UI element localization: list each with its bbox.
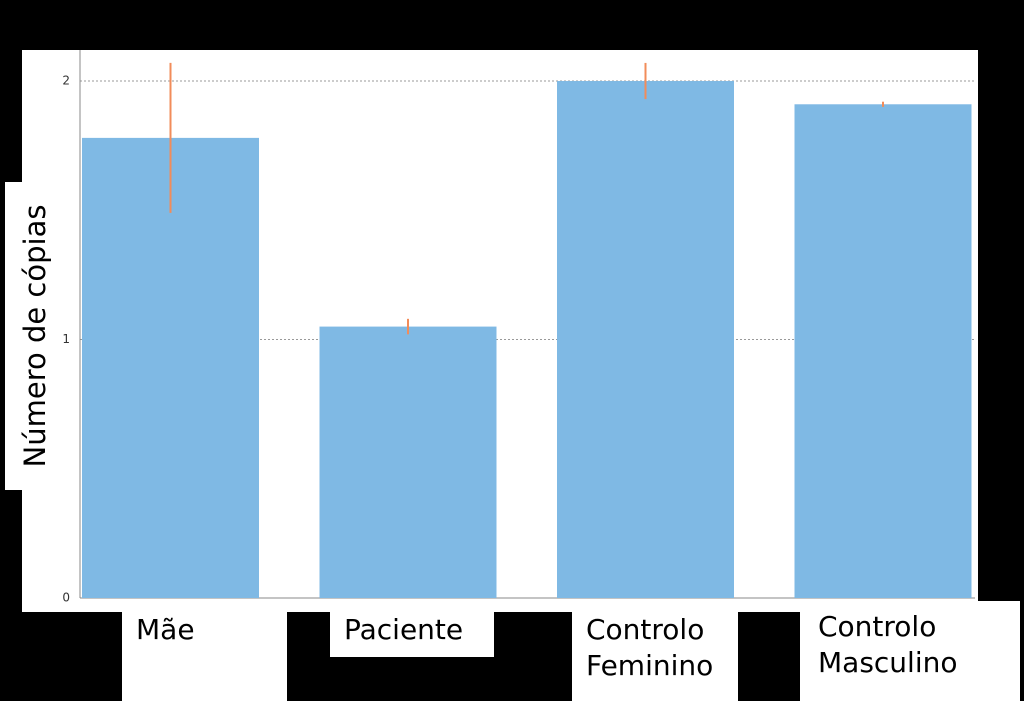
- x-tick-label: Paciente: [330, 604, 494, 657]
- bar: [319, 326, 497, 598]
- y-tick-label: 2: [62, 74, 70, 88]
- y-axis-label: Número de cópias: [18, 205, 52, 468]
- bar: [82, 137, 259, 599]
- y-label-box: [5, 182, 55, 490]
- bar: [557, 81, 734, 599]
- x-tick-label: Controlo Feminino: [572, 604, 738, 701]
- x-tick-label: Controlo Masculino: [800, 601, 1020, 701]
- bar: [794, 104, 972, 598]
- y-tick-label: 0: [62, 591, 70, 605]
- y-tick-label: 1: [62, 332, 70, 346]
- x-tick-label: Mãe: [122, 604, 287, 701]
